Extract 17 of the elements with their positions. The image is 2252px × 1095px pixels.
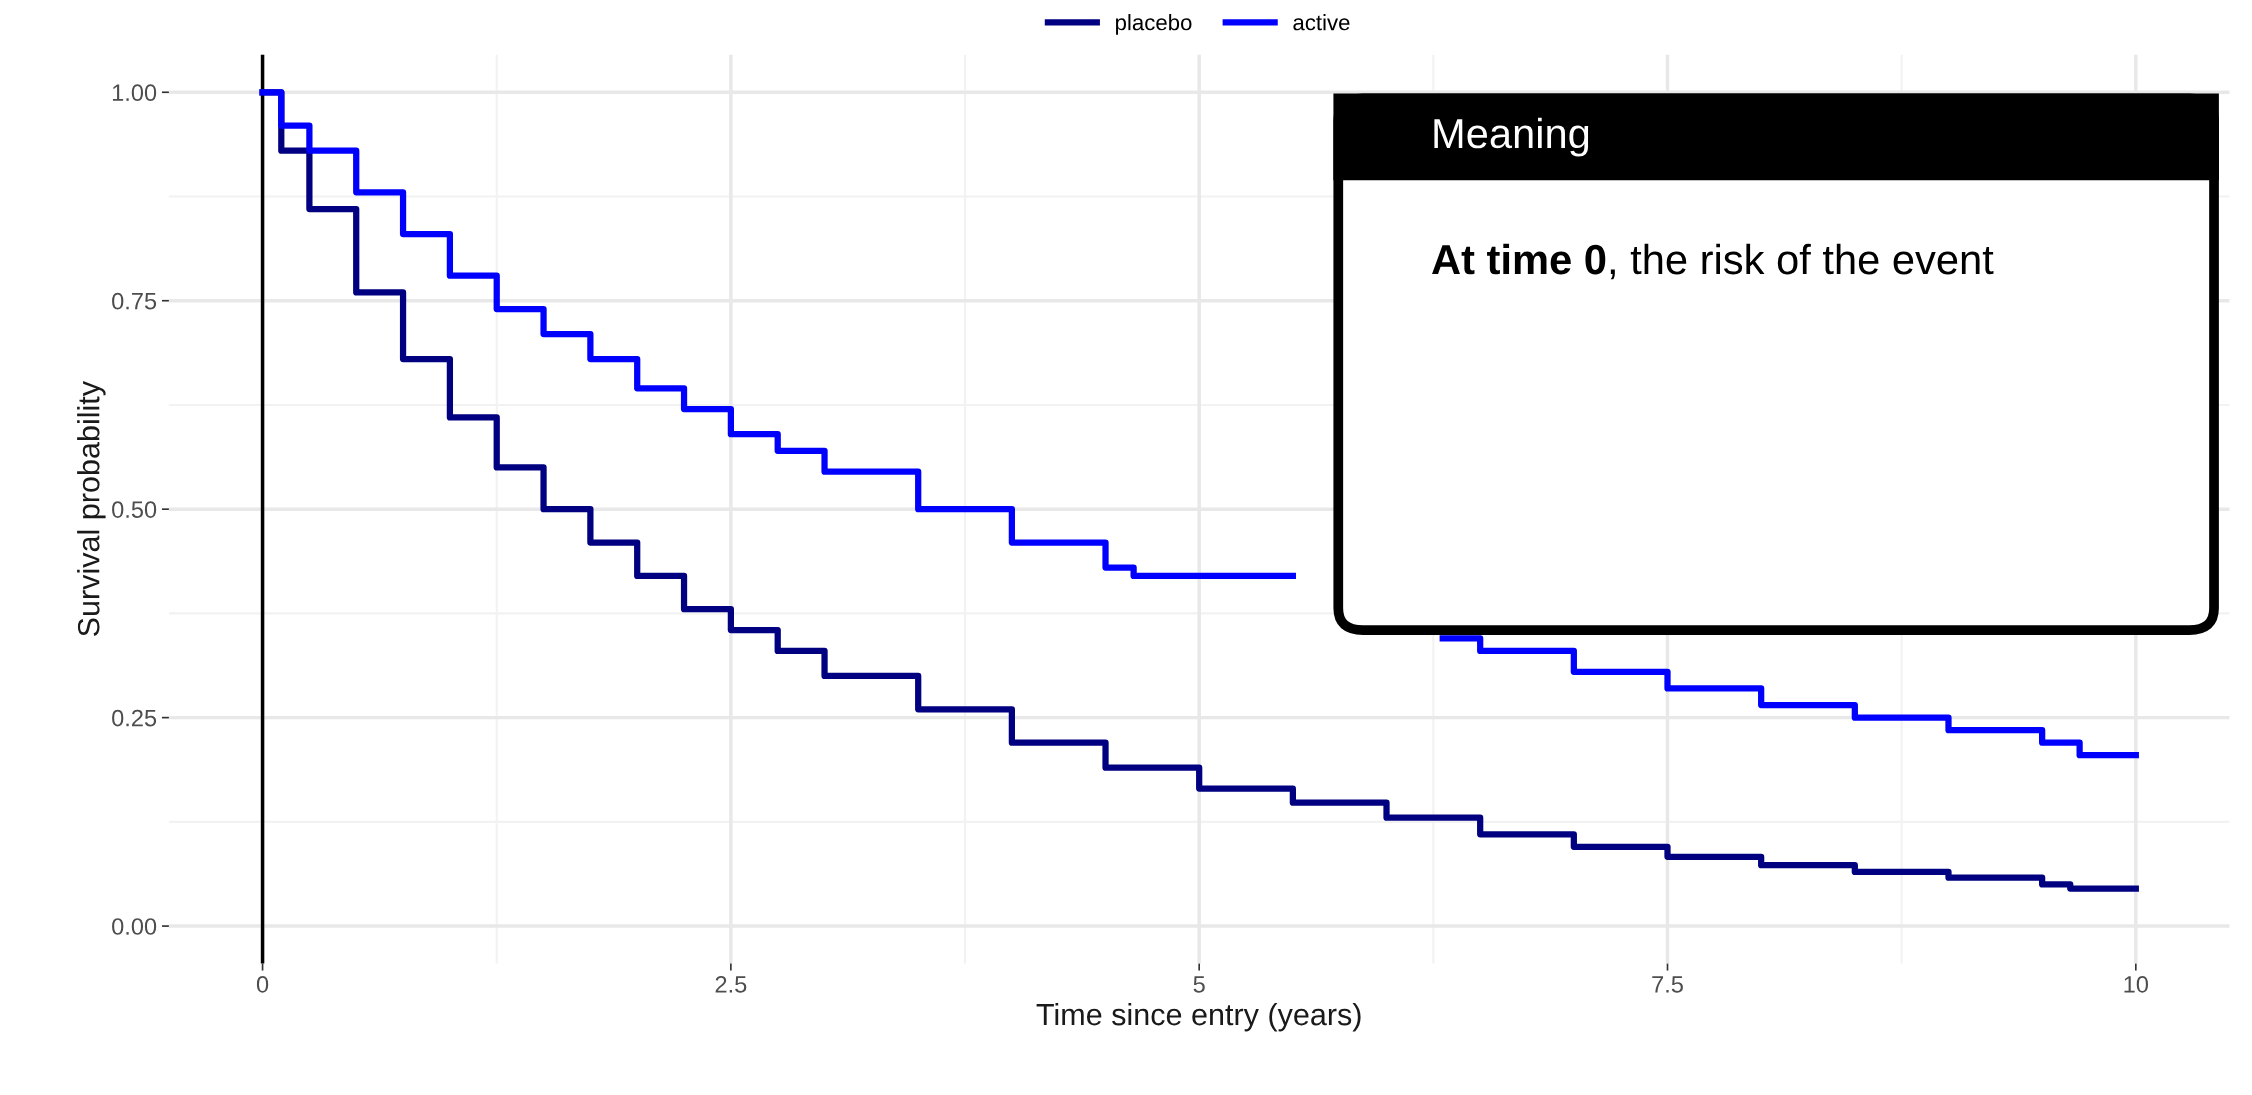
y-tick-label: 0.00	[112, 918, 157, 935]
annotation: , the risk of the event	[1610, 243, 1994, 280]
x-tick-label: 10	[2124, 976, 2149, 993]
x-tick-label: 5	[1193, 976, 1205, 993]
x-tick-label: 7.5	[1652, 976, 1683, 993]
annotation: At time 0	[1432, 243, 1606, 275]
x-tick-label: 0	[256, 976, 269, 993]
y-tick-label: 0.50	[112, 501, 157, 518]
x-tick-label: 2.5	[715, 976, 747, 993]
y-tick-label: 0.25	[112, 709, 157, 727]
y-axis-title: Survival probability	[77, 381, 106, 636]
y-tick-label: 0.75	[112, 292, 157, 310]
y-tick-label: 1.00	[112, 84, 157, 102]
x-axis-title: Time since entry (years)	[1036, 1002, 1361, 1032]
legend-label: placebo	[1116, 14, 1192, 35]
legend-label: active	[1293, 14, 1350, 31]
annotation: Meaning	[1434, 117, 1589, 157]
